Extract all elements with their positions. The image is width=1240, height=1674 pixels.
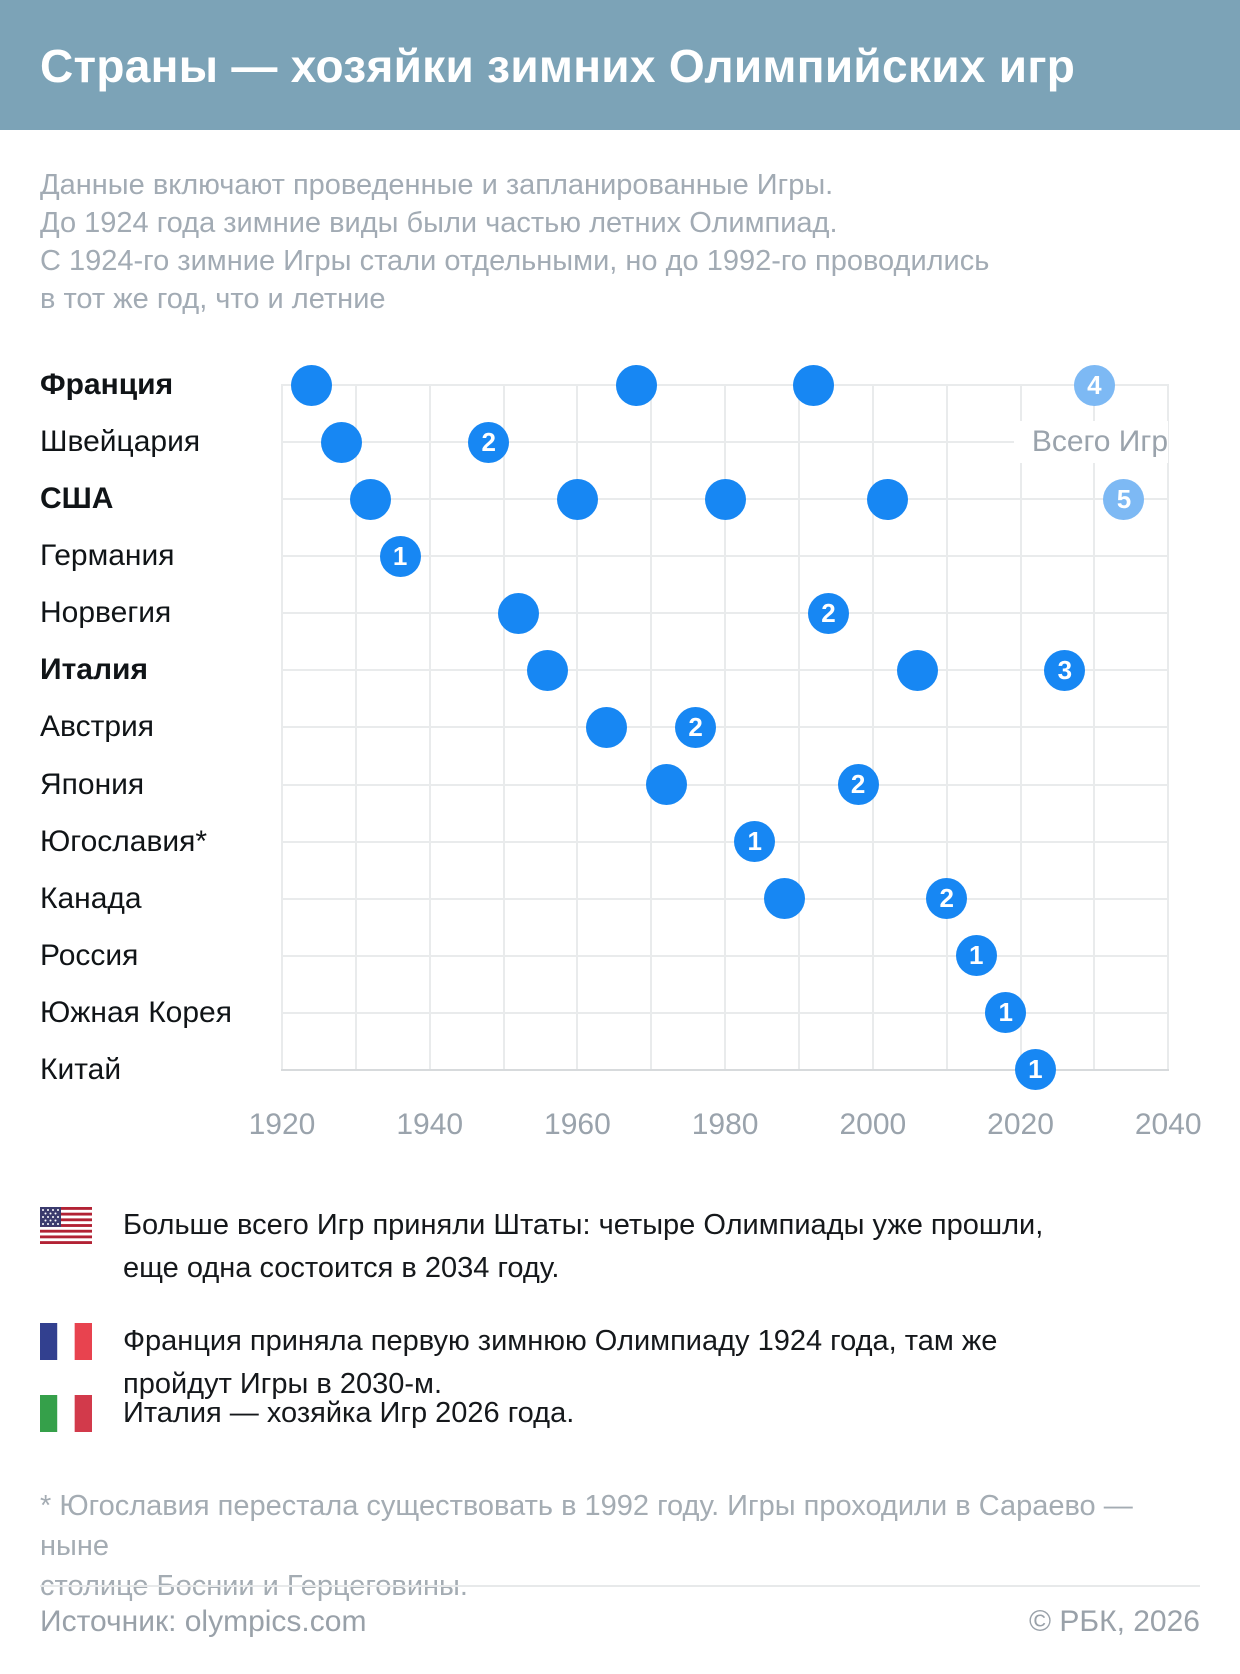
row-label: Швейцария (40, 425, 201, 459)
row-label: Канада (40, 881, 142, 915)
game-dot-1936: 1 (379, 535, 421, 577)
divider (40, 1585, 1200, 1587)
x-axis-tick-label: 2000 (839, 1108, 907, 1141)
game-dot-2018: 1 (985, 992, 1027, 1034)
row-label: Италия (40, 653, 148, 687)
game-dot-2026: 3 (1044, 649, 1086, 691)
gridline-horizontal (281, 384, 1169, 386)
gridline-horizontal (281, 612, 1169, 615)
gridline-horizontal (281, 1011, 1169, 1014)
game-dot-1924 (291, 364, 333, 406)
page-title: Страны — хозяйки зимних Олимпийских игр (40, 40, 1076, 92)
game-dot-2034: 5 (1103, 478, 1145, 520)
row-label: Германия (40, 539, 175, 573)
game-dot-1932 (350, 478, 392, 520)
game-dot-1988 (763, 878, 805, 920)
game-dot-2022: 1 (1014, 1049, 1056, 1091)
x-axis-tick-label: 1980 (691, 1108, 759, 1141)
gridline-horizontal (281, 783, 1169, 786)
row-label: Франция (40, 368, 174, 401)
source-link[interactable]: Источник: olympics.com (40, 1605, 367, 1638)
gridline-horizontal (281, 840, 1169, 843)
game-dot-1948: 2 (468, 421, 510, 463)
x-axis-tick-label: 2020 (987, 1108, 1054, 1141)
annotation-usa-text: Больше всего Игр приняли Штаты: четыре О… (123, 1209, 1044, 1284)
game-dot-1998: 2 (837, 764, 879, 806)
gridline-horizontal (281, 897, 1169, 900)
usa-flag-icon (40, 1207, 92, 1244)
game-dot-1960 (556, 478, 598, 520)
annotation-italy: Италия — хозяйка Игр 2026 года. (40, 1392, 1200, 1435)
game-dot-1972 (645, 764, 687, 806)
row-label: Австрия (40, 710, 155, 744)
game-dot-1984: 1 (734, 821, 776, 863)
x-axis-tick-label: 1960 (544, 1108, 611, 1141)
row-label: США (40, 482, 114, 516)
x-axis-tick-label: 1940 (396, 1108, 464, 1141)
game-dot-2006 (896, 649, 938, 691)
gridline-horizontal (281, 441, 1169, 444)
game-dot-1994: 2 (808, 592, 850, 634)
game-dot-1992 (793, 364, 835, 406)
footnote: * Югославия перестала существовать в 199… (40, 1490, 1133, 1602)
row-label: Китай (40, 1052, 122, 1086)
game-dot-1980 (704, 478, 746, 520)
game-dot-2030: 4 (1073, 364, 1115, 406)
annotation-france: Франция приняла первую зимнюю Олимпиаду … (40, 1320, 1200, 1406)
row-label: Россия (40, 938, 139, 972)
gridline-horizontal (281, 669, 1169, 672)
annotation-italy-text: Италия — хозяйка Игр 2026 года. (123, 1397, 575, 1429)
france-flag-icon (40, 1323, 92, 1360)
game-dot-2014: 1 (955, 935, 997, 977)
gridline-horizontal (281, 954, 1169, 957)
game-dot-2010: 2 (926, 878, 968, 920)
game-dot-1964 (586, 706, 628, 748)
legend-label: Всего Игр (1013, 421, 1168, 463)
copyright: © РБК, 2026 (1028, 1605, 1200, 1638)
annotation-usa: Больше всего Игр приняли Штаты: четыре О… (40, 1204, 1200, 1290)
game-dot-2002 (867, 478, 909, 520)
gridline-horizontal (281, 1068, 1169, 1071)
game-dot-1976: 2 (675, 706, 717, 748)
subtitle: Данные включают проведенные и запланиров… (40, 169, 990, 315)
row-label: Югославия* (40, 824, 208, 858)
row-label: Южная Корея (40, 995, 232, 1029)
game-dot-1968 (616, 364, 657, 406)
annotation-france-text: Франция приняла первую зимнюю Олимпиаду … (123, 1325, 998, 1400)
game-dot-1956 (527, 649, 569, 691)
gridline-horizontal (281, 726, 1169, 729)
gridline-horizontal (281, 555, 1169, 558)
row-label: Япония (40, 767, 145, 801)
row-label: Норвегия (40, 596, 172, 630)
italy-flag-icon (40, 1395, 92, 1432)
x-axis-tick-label: 1920 (248, 1108, 316, 1141)
game-dot-1928 (320, 421, 362, 463)
game-dot-1952 (497, 592, 539, 634)
x-axis-tick-label: 2040 (1134, 1108, 1202, 1141)
header: Страны — хозяйки зимних Олимпийских игр (0, 0, 1240, 130)
